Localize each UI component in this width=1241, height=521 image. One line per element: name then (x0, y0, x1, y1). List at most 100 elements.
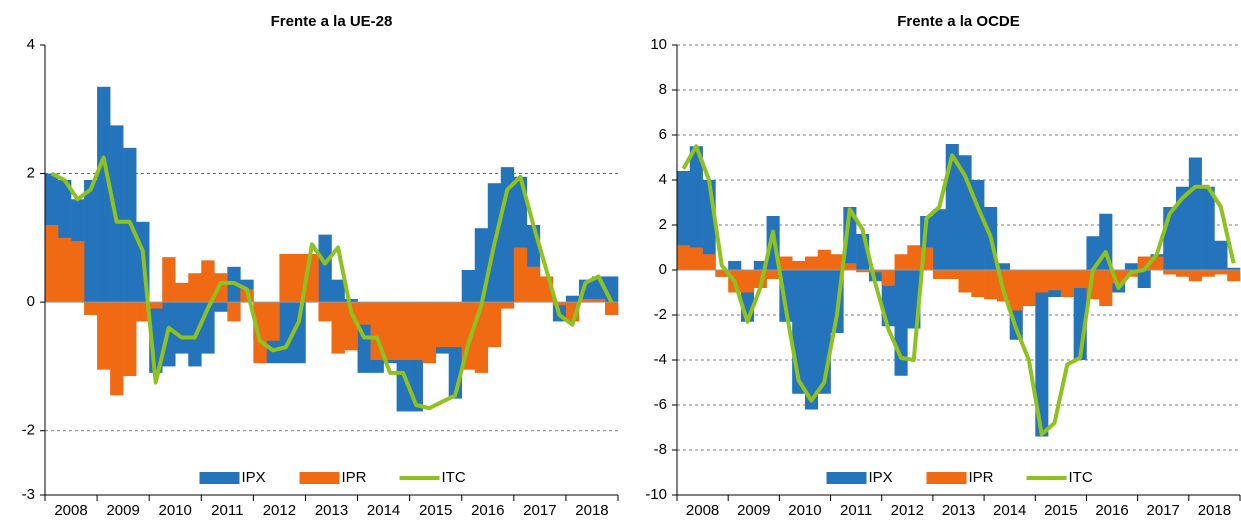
bar (1201, 186, 1215, 270)
legend-label: ITC (442, 469, 466, 486)
y-tick-label: 2 (659, 216, 667, 233)
bar (435, 302, 450, 348)
bar (1035, 270, 1049, 437)
legend-swatch (826, 472, 867, 484)
bar (279, 253, 293, 303)
bar (292, 302, 306, 364)
bars (677, 144, 1241, 437)
x-tick-label: 2015 (1044, 502, 1077, 519)
bar (149, 302, 163, 309)
bar (1227, 270, 1241, 282)
bar (1201, 270, 1215, 277)
bar (578, 298, 593, 303)
y-tick-label: 6 (659, 126, 667, 143)
bar (422, 302, 436, 364)
chart-panel: Frente a la OCDE -10 -8 -6 -4 -2 0 2 4 6 8 10 2008 20… (645, 13, 1241, 519)
bar (227, 302, 241, 322)
y-tick-label: 10 (650, 36, 667, 53)
bar (907, 245, 921, 270)
bar (689, 146, 703, 270)
y-tick-label: -10 (645, 486, 667, 503)
bar (881, 270, 895, 286)
bar (110, 302, 124, 396)
x-tick-label: 2011 (840, 502, 872, 519)
bar (932, 270, 947, 279)
bar (214, 273, 228, 303)
y-tick-label: 0 (27, 293, 35, 310)
x-tick-label: 2009 (737, 502, 770, 519)
bar (1188, 270, 1202, 282)
x-tick-label: 2018 (575, 502, 608, 519)
legend-label: IPX (869, 469, 893, 486)
bar (715, 270, 729, 277)
bar (1227, 267, 1241, 270)
legend-label: ITC (1069, 469, 1093, 486)
bar (868, 270, 883, 273)
y-tick-label: 4 (659, 171, 667, 188)
bar (136, 302, 150, 322)
legend-swatch (299, 472, 340, 484)
legend-label: IPR (342, 469, 367, 486)
chart-title: Frente a la UE-28 (271, 13, 393, 30)
bar (1086, 236, 1100, 270)
bar (565, 295, 580, 303)
bar (1035, 270, 1049, 293)
bar (792, 261, 806, 270)
x-tick-label: 2015 (419, 502, 452, 519)
x-tick-label: 2009 (106, 502, 139, 519)
x-tick-label: 2018 (1198, 502, 1231, 519)
y-tick-label: 0 (659, 261, 667, 278)
bar (201, 260, 215, 303)
bar (604, 302, 619, 315)
bar (45, 225, 59, 303)
legend-swatch (926, 472, 967, 484)
bar (448, 302, 463, 348)
bar (1163, 270, 1177, 275)
bar (932, 209, 947, 270)
bar (487, 302, 502, 348)
bar (71, 241, 85, 303)
x-tick-label: 2010 (788, 502, 821, 519)
bar (804, 256, 819, 270)
bar (175, 302, 189, 354)
bar (188, 273, 202, 303)
line (681, 144, 1236, 437)
bar (58, 237, 72, 303)
x-tick-label: 2012 (263, 502, 296, 519)
legend-swatch (199, 472, 240, 484)
x-tick-label: 2016 (471, 502, 504, 519)
bar (894, 254, 908, 270)
bar (526, 266, 541, 303)
x-tick-label: 2014 (993, 502, 1026, 519)
bar (689, 247, 703, 270)
bar (461, 270, 476, 303)
bar (383, 302, 397, 360)
bar (279, 302, 293, 364)
y-tick-label: -6 (654, 396, 667, 413)
y-tick-label: -2 (22, 422, 35, 439)
bar (84, 180, 98, 303)
bar (843, 263, 857, 270)
bar (1060, 270, 1074, 297)
bars (45, 86, 619, 412)
y-tick-label: 8 (659, 81, 667, 98)
bar (702, 254, 716, 270)
bar (1176, 270, 1190, 277)
bar (396, 302, 410, 360)
bar (97, 302, 111, 370)
y-tick-label: -8 (654, 441, 667, 458)
bar (779, 256, 793, 270)
bar (817, 249, 831, 270)
bar (753, 261, 767, 270)
bar (1073, 270, 1087, 288)
bar (500, 302, 515, 309)
bar (1048, 270, 1062, 291)
bar (677, 245, 691, 270)
y-tick-label: -3 (22, 486, 35, 503)
bar (513, 247, 528, 303)
x-tick-label: 2017 (1147, 502, 1180, 519)
bar (175, 282, 189, 303)
bar (804, 270, 819, 410)
bar (1137, 270, 1151, 288)
